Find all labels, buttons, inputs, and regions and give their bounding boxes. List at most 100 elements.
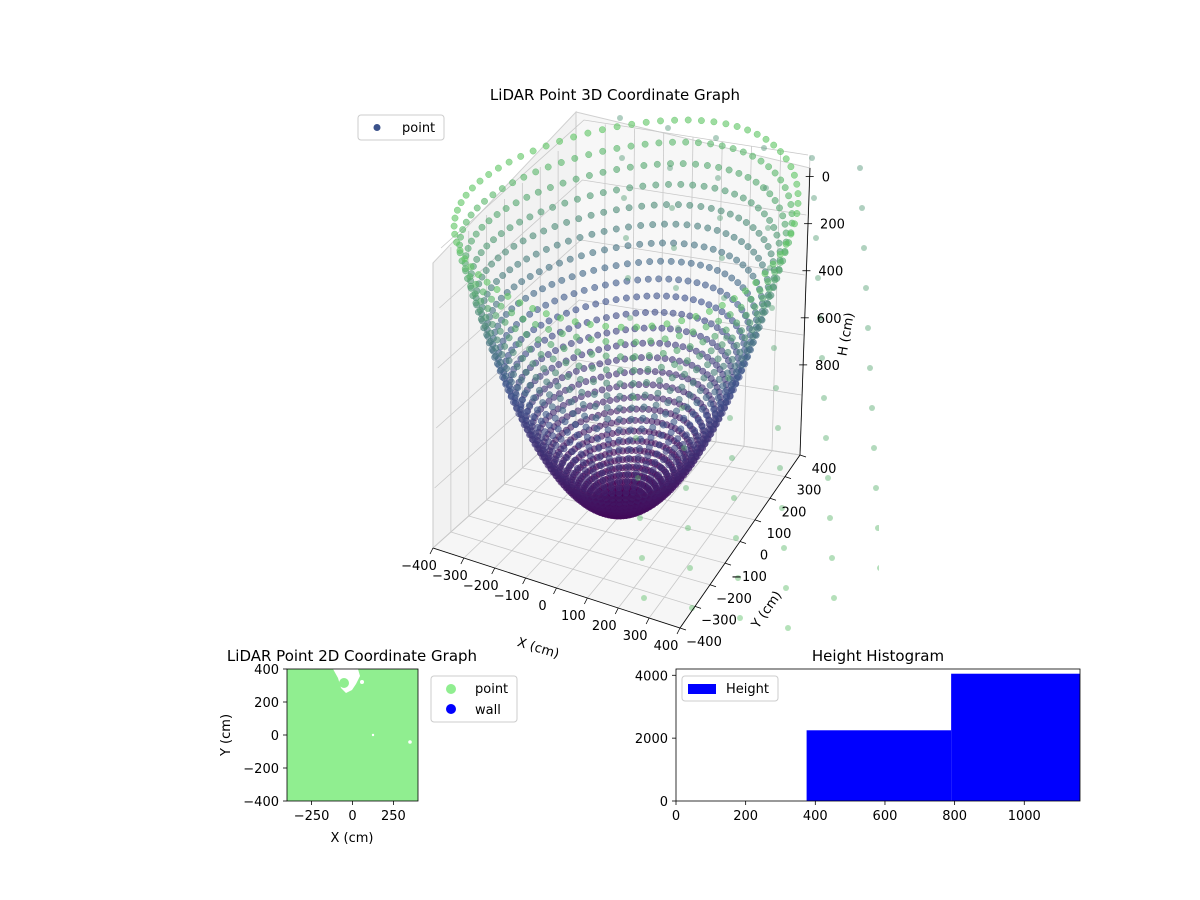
height-histogram-subplot: Height Histogram 0 200 400 600 800 1000 0 2000… [635,647,1081,824]
y-tick [784,476,792,480]
point-cloud-marker [604,358,612,366]
point-cloud-marker [743,341,751,349]
point-cloud-marker [601,281,609,289]
point-cloud-marker [519,237,527,245]
point-cloud-marker [593,482,600,490]
histogram-title: Height Histogram [812,647,944,665]
point-cloud-marker [779,212,787,220]
point-cloud-marker [527,419,535,427]
point-cloud-marker [453,206,461,214]
point-cloud-marker [591,402,599,410]
z-tick-label: 800 [815,359,840,374]
point-cloud-marker [533,406,541,414]
point-cloud-marker [545,317,553,325]
point-cloud-marker [697,117,705,125]
point-cloud-marker [613,123,621,131]
point-cloud-marker [602,366,610,374]
point-cloud-marker [738,327,745,335]
point-cloud-marker [579,401,587,408]
point-cloud-marker [643,292,651,300]
point-cloud-marker [623,477,631,485]
point-cloud-marker [615,477,623,485]
x-tick-label: 0 [538,599,546,614]
point-cloud-marker [497,366,505,374]
point-cloud-marker [707,204,715,212]
point-cloud-marker [600,227,608,235]
point-cloud-marker [563,218,571,226]
point-cloud-marker [721,187,729,195]
point-cloud-marker [661,220,668,228]
x-tick-label: −300 [432,569,468,584]
point-cloud-marker [760,302,768,310]
point-cloud-marker [485,217,493,225]
point-cloud-marker [736,348,744,356]
point-cloud-marker [670,239,678,247]
point-cloud-marker [728,355,736,363]
point-cloud-marker [585,443,593,451]
point-cloud-marker [823,435,829,441]
2d-legend-label-wall: wall [475,703,501,718]
point-cloud-marker [682,431,690,439]
point-cloud-marker [549,432,557,440]
2d-x-axis-label: X (cm) [331,831,374,846]
point-cloud-marker [875,525,879,531]
histogram-axes-frame [675,668,1081,802]
point-cloud-marker [726,311,734,319]
point-cloud-marker [713,226,721,234]
point-cloud-marker [749,272,757,280]
point-cloud-marker [663,201,670,209]
point-cloud-marker [492,344,500,352]
point-cloud-marker [697,261,704,269]
point-cloud-marker [493,336,501,344]
point-cloud-marker [667,257,675,265]
point-cloud-marker [487,284,495,292]
point-cloud-marker [827,515,833,521]
point-cloud-marker [684,277,692,285]
point-cloud-marker [641,140,649,148]
point-cloud-marker [622,294,630,302]
point-cloud-marker [647,337,655,345]
point-cloud-marker [627,142,635,150]
point-cloud-marker [523,255,531,263]
point-cloud-marker [688,361,696,369]
point-cloud-marker [649,466,657,474]
point-cloud-marker [647,473,655,481]
point-cloud-marker [673,407,680,415]
point-cloud-marker [556,395,564,402]
histogram-y-ticks: 0 2000 4000 [635,669,676,810]
point-cloud-marker [559,179,567,187]
point-cloud-marker [555,451,563,458]
point-cloud-marker [671,116,679,124]
2d-y-axis-label: Y (cm) [219,714,234,757]
point-cloud-marker [488,260,496,268]
point-cloud-marker [589,249,597,257]
point-cloud-marker [791,220,798,228]
y-tick-label: −200 [243,762,279,777]
point-cloud-marker [526,213,534,221]
point-cloud-marker [730,295,738,302]
point-cloud-marker [668,374,676,382]
point-cloud-marker [503,365,511,372]
point-cloud-marker [598,469,606,477]
point-cloud-marker [601,489,609,496]
point-cloud-marker [765,163,773,171]
point-cloud-marker [483,278,491,286]
point-cloud-marker [573,464,581,472]
point-cloud-marker [749,224,757,232]
point-cloud-marker [498,351,506,358]
point-cloud-marker [635,445,643,452]
point-cloud-marker [552,456,560,464]
point-cloud-marker [724,348,732,356]
point-cloud-marker [744,243,752,251]
x-tick-label: 0 [672,809,680,824]
point-cloud-marker [785,192,793,200]
point-cloud-marker [694,416,702,424]
point-cloud-marker [702,323,710,331]
point-cloud-marker [619,155,625,161]
point-cloud-marker [477,297,485,305]
point-cloud-marker [714,394,722,402]
point-cloud-marker [738,361,746,369]
point-cloud-marker [582,303,590,311]
point-cloud-marker [831,595,837,601]
point-cloud-marker [687,259,695,267]
